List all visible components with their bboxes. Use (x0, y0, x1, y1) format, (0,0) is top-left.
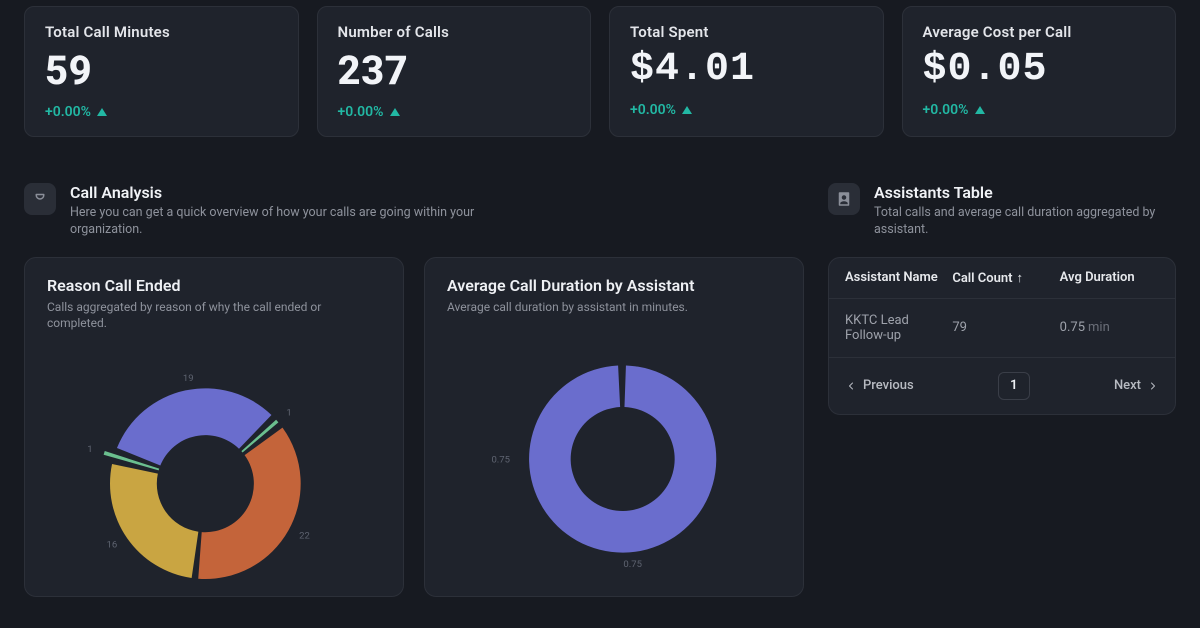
kpi-label: Total Spent (630, 23, 863, 41)
section-head-assistants: Assistants Table Total calls and average… (828, 183, 1176, 239)
duration-value: 0.75 (1060, 320, 1085, 335)
trend-up-icon (97, 108, 107, 116)
col-header-assistant-name[interactable]: Assistant Name (845, 270, 944, 285)
panel-subtitle: Calls aggregated by reason of why the ca… (47, 299, 347, 331)
panel-subtitle: Average call duration by assistant in mi… (447, 299, 747, 315)
cell-assistant-name: KKTC Lead Follow-up (845, 313, 944, 343)
panel-reason-call-ended: Reason Call Ended Calls aggregated by re… (24, 257, 404, 597)
kpi-card-number-calls: Number of Calls 237 +0.00% (317, 6, 592, 137)
sort-asc-icon: ↑ (1017, 271, 1024, 286)
cell-avg-duration: 0.75min (1060, 320, 1159, 335)
pagination: Previous 1 Next (829, 358, 1175, 414)
donut-chart-duration: 0.75 0.75 (447, 329, 781, 589)
panel-title: Average Call Duration by Assistant (447, 276, 781, 295)
section-title: Call Analysis (70, 183, 540, 202)
next-label: Next (1114, 378, 1141, 393)
panel-avg-duration: Average Call Duration by Assistant Avera… (424, 257, 804, 597)
cell-call-count: 79 (952, 320, 1051, 335)
svg-text:1: 1 (286, 408, 291, 419)
kpi-delta: +0.00% (338, 104, 571, 120)
section-title: Assistants Table (874, 183, 1176, 202)
phone-icon (24, 183, 56, 215)
kpi-value: $0.05 (923, 47, 1156, 92)
kpi-delta-text: +0.00% (923, 102, 969, 118)
kpi-delta: +0.00% (630, 102, 863, 118)
kpi-card-avg-cost: Average Cost per Call $0.05 +0.00% (902, 6, 1177, 137)
table-header-row: Assistant Name Call Count ↑ Avg Duration (829, 258, 1175, 299)
prev-label: Previous (863, 378, 914, 393)
kpi-card-total-spent: Total Spent $4.01 +0.00% (609, 6, 884, 137)
call-analysis-section: Call Analysis Here you can get a quick o… (24, 183, 804, 597)
svg-text:1: 1 (87, 444, 92, 455)
donut-chart-reason: 19 1 22 16 1 (47, 345, 381, 597)
kpi-card-total-minutes: Total Call Minutes 59 +0.00% (24, 6, 299, 137)
trend-up-icon (682, 106, 692, 114)
svg-text:16: 16 (107, 540, 118, 551)
chevron-left-icon (845, 380, 857, 392)
panel-title: Reason Call Ended (47, 276, 381, 295)
table-row[interactable]: KKTC Lead Follow-up 79 0.75min (829, 299, 1175, 358)
prev-button[interactable]: Previous (845, 378, 914, 393)
kpi-label: Total Call Minutes (45, 23, 278, 41)
chevron-right-icon (1147, 380, 1159, 392)
svg-text:0.75: 0.75 (623, 559, 642, 570)
next-button[interactable]: Next (1114, 378, 1159, 393)
assistants-section: Assistants Table Total calls and average… (828, 183, 1176, 415)
section-subtitle: Total calls and average call duration ag… (874, 205, 1176, 239)
kpi-delta-text: +0.00% (338, 104, 384, 120)
kpi-label: Number of Calls (338, 23, 571, 41)
page-number[interactable]: 1 (998, 372, 1030, 400)
kpi-value: 237 (338, 47, 571, 94)
section-head-call-analysis: Call Analysis Here you can get a quick o… (24, 183, 804, 239)
kpi-delta-text: +0.00% (630, 102, 676, 118)
svg-text:22: 22 (299, 531, 310, 542)
kpi-row: Total Call Minutes 59 +0.00% Number of C… (24, 6, 1176, 137)
kpi-value: $4.01 (630, 47, 863, 92)
kpi-value: 59 (45, 47, 278, 94)
duration-unit: min (1088, 320, 1110, 335)
kpi-delta-text: +0.00% (45, 104, 91, 120)
col-header-label: Call Count (952, 271, 1012, 286)
kpi-delta: +0.00% (923, 102, 1156, 118)
svg-text:19: 19 (183, 373, 194, 384)
assistants-table-card: Assistant Name Call Count↑ Avg Duration … (828, 257, 1176, 415)
trend-up-icon (975, 106, 985, 114)
col-header-call-count[interactable]: Call Count ↑ (952, 270, 1051, 286)
col-header-avg-duration[interactable]: Avg Duration (1060, 270, 1159, 285)
section-subtitle: Here you can get a quick overview of how… (70, 205, 540, 239)
kpi-label: Average Cost per Call (923, 23, 1156, 41)
svg-text:0.75: 0.75 (491, 454, 510, 465)
kpi-delta: +0.00% (45, 104, 278, 120)
trend-up-icon (390, 108, 400, 116)
assistants-icon (828, 183, 860, 215)
